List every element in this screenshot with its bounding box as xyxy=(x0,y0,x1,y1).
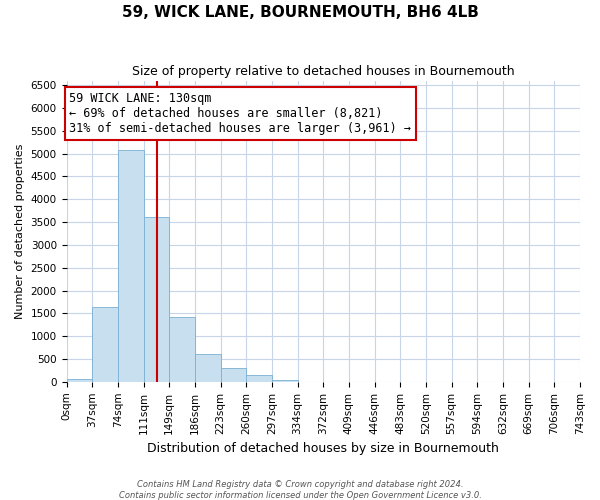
X-axis label: Distribution of detached houses by size in Bournemouth: Distribution of detached houses by size … xyxy=(148,442,499,455)
Bar xyxy=(92,306,118,382)
Bar xyxy=(272,380,298,382)
Text: 59 WICK LANE: 130sqm
← 69% of detached houses are smaller (8,821)
31% of semi-de: 59 WICK LANE: 130sqm ← 69% of detached h… xyxy=(70,92,412,135)
Bar xyxy=(143,218,169,382)
Bar xyxy=(67,378,92,382)
Title: Size of property relative to detached houses in Bournemouth: Size of property relative to detached ho… xyxy=(132,65,515,78)
Bar xyxy=(246,375,272,382)
Text: 59, WICK LANE, BOURNEMOUTH, BH6 4LB: 59, WICK LANE, BOURNEMOUTH, BH6 4LB xyxy=(122,5,478,20)
Y-axis label: Number of detached properties: Number of detached properties xyxy=(15,144,25,319)
Bar xyxy=(195,354,221,382)
Bar xyxy=(169,317,195,382)
Bar xyxy=(221,368,246,382)
Text: Contains HM Land Registry data © Crown copyright and database right 2024.
Contai: Contains HM Land Registry data © Crown c… xyxy=(119,480,481,500)
Bar xyxy=(118,150,143,382)
